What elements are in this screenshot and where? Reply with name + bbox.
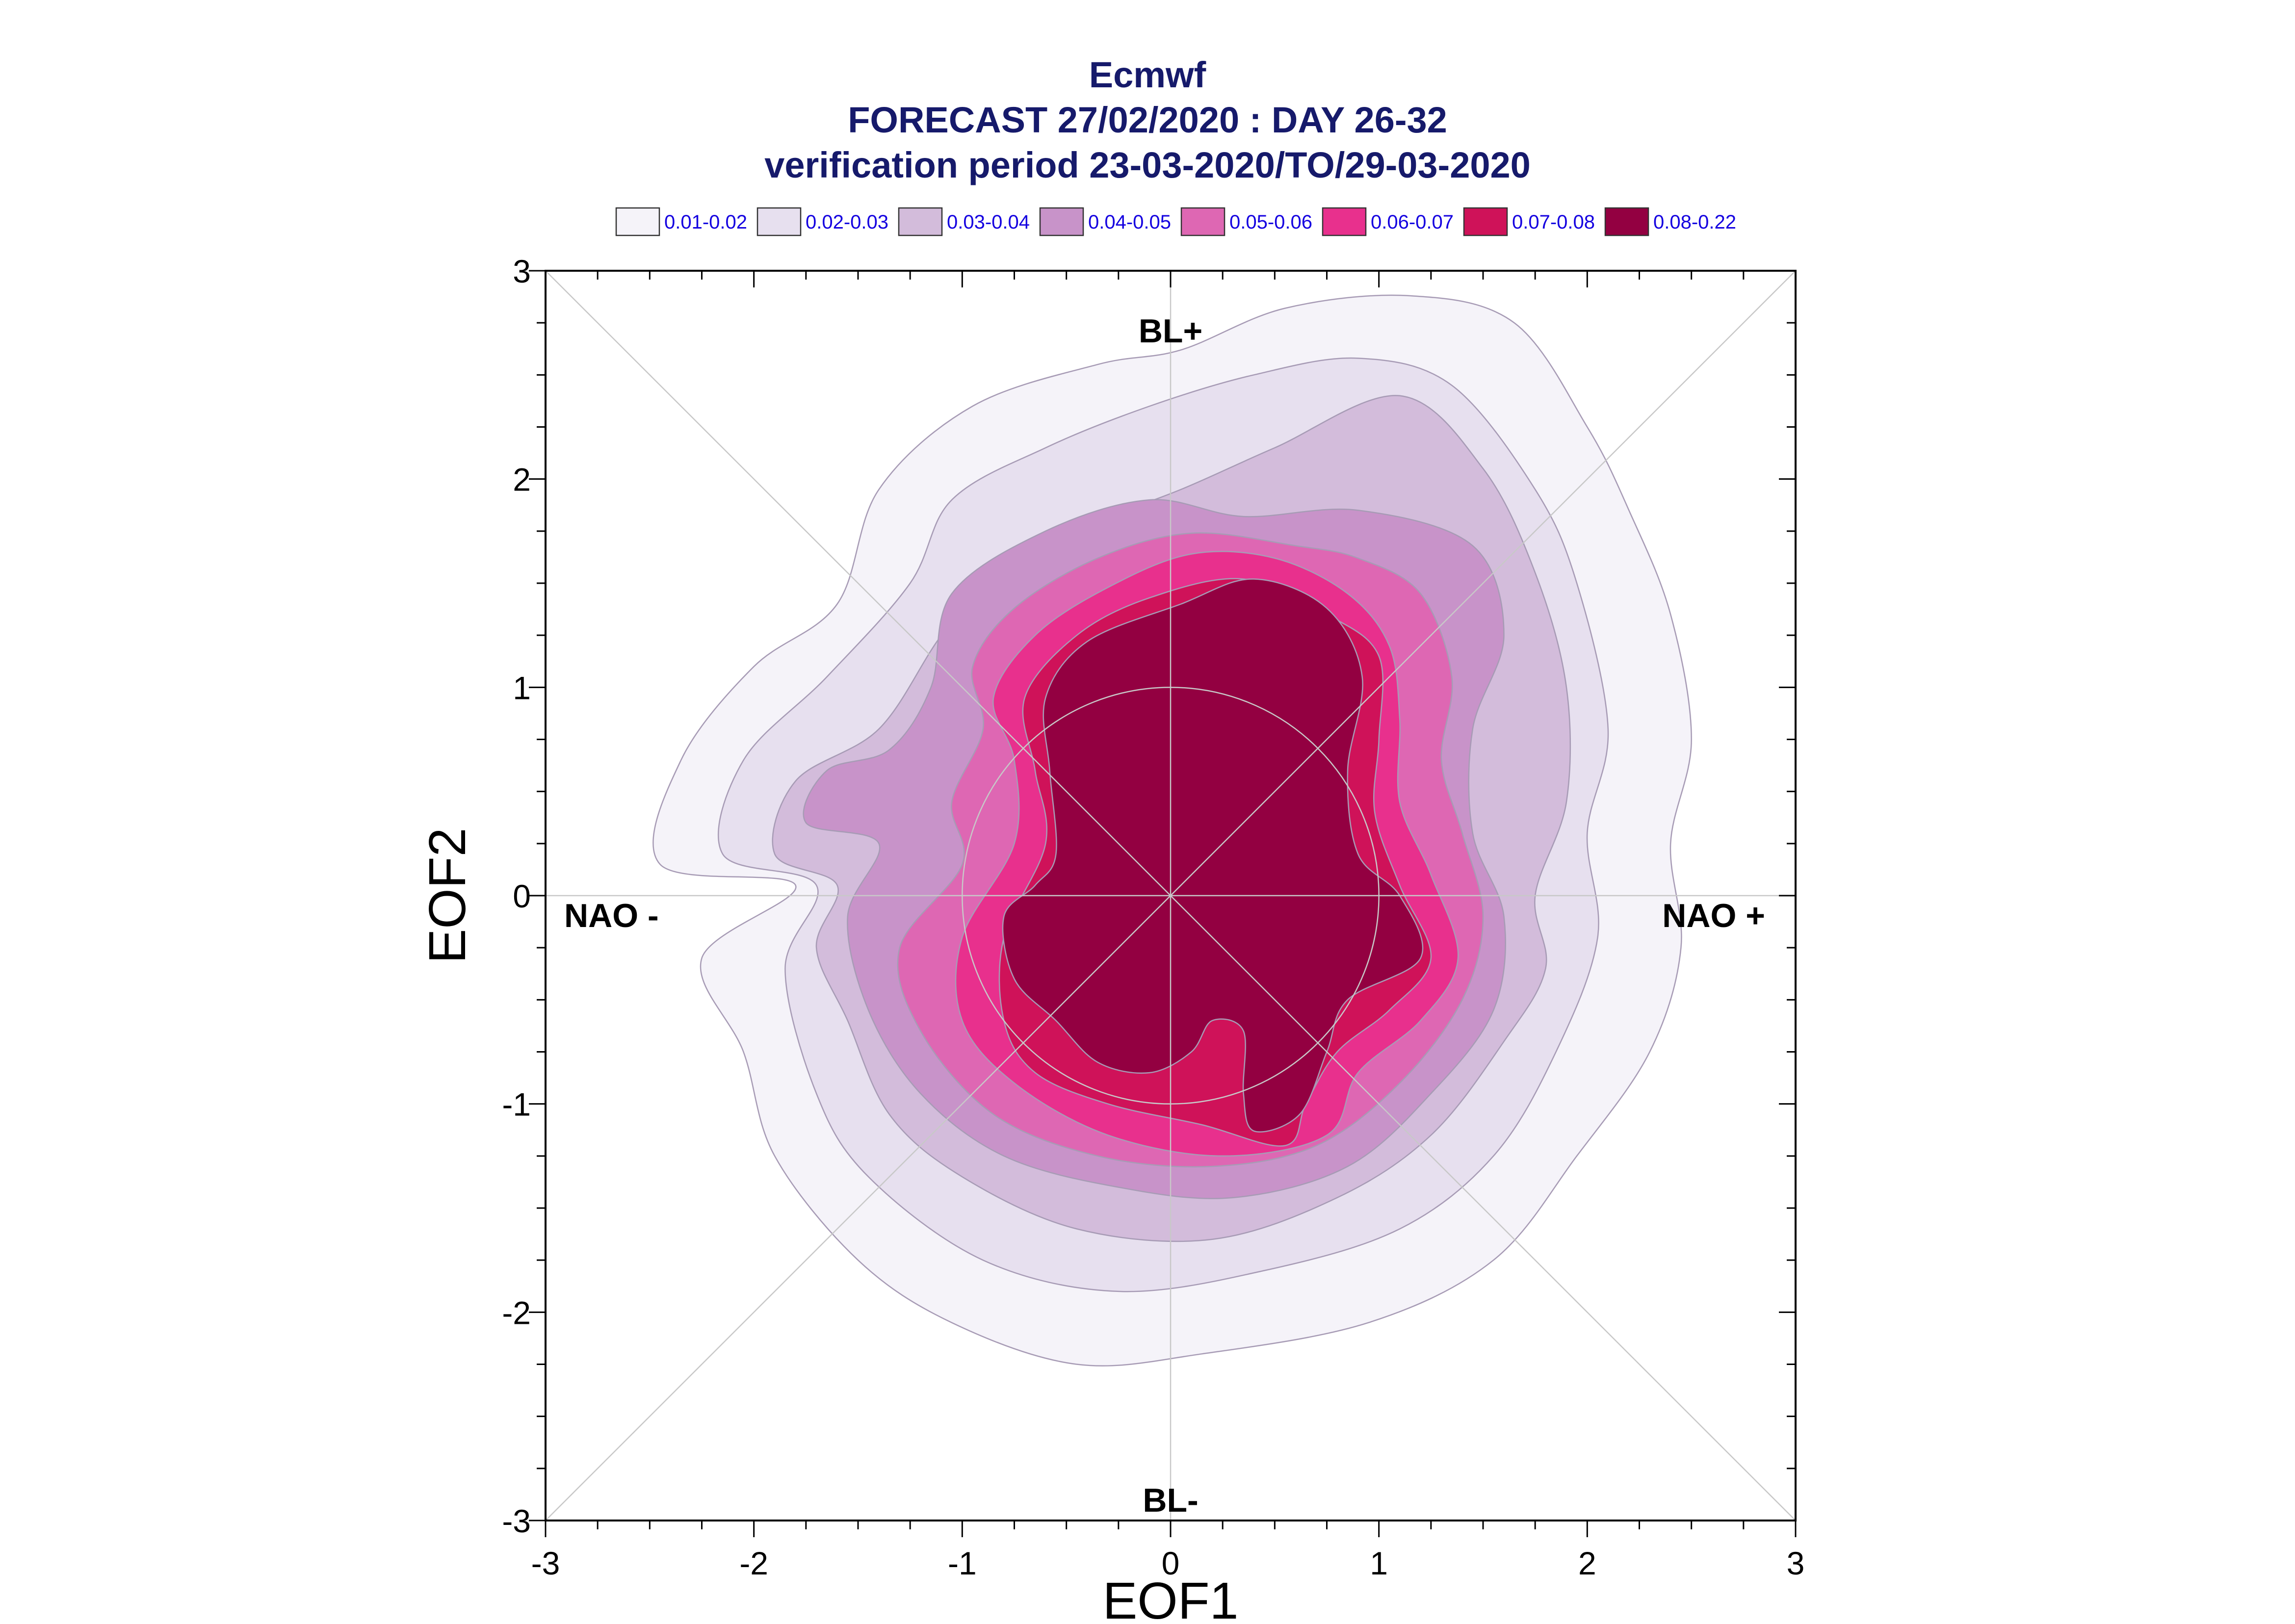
legend-item: 0.01-0.02: [615, 207, 747, 236]
legend-label: 0.03-0.04: [947, 211, 1030, 233]
x-tick-label: -3: [531, 1545, 560, 1581]
legend-label: 0.05-0.06: [1229, 211, 1312, 233]
legend-label: 0.06-0.07: [1371, 211, 1454, 233]
x-axis-title: EOF1: [1103, 1572, 1239, 1624]
x-tick-label: 1: [1370, 1545, 1388, 1581]
x-tick-label: 3: [1787, 1545, 1805, 1581]
y-tick-label: 3: [513, 253, 531, 289]
reference-lines: [545, 270, 1796, 1521]
y-tick-label: 0: [513, 878, 531, 914]
legend-swatch: [1180, 207, 1226, 236]
y-tick-label: 2: [513, 462, 531, 498]
legend-label: 0.04-0.05: [1088, 211, 1171, 233]
legend-swatch: [756, 207, 802, 236]
x-tick-label: 0: [1162, 1545, 1180, 1581]
legend-swatch: [898, 207, 943, 236]
y-tick-label: -3: [502, 1503, 531, 1539]
legend: 0.01-0.02 0.02-0.03 0.03-0.04 0.04-0.05 0.05…: [615, 207, 1736, 236]
legend-swatch: [1322, 207, 1367, 236]
x-tick-label: -2: [739, 1545, 768, 1581]
x-tick-label: -1: [948, 1545, 977, 1581]
legend-swatch: [1039, 207, 1084, 236]
legend-label: 0.08-0.22: [1653, 211, 1736, 233]
reference-line-diagonal-2: [545, 270, 1796, 1521]
title-line-2: FORECAST 27/02/2020 : DAY 26-32: [848, 100, 1447, 140]
legend-item: 0.04-0.05: [1039, 207, 1171, 236]
title-line-1: Ecmwf: [1089, 54, 1206, 95]
x-tick-label: 2: [1578, 1545, 1596, 1581]
legend-swatch: [1463, 207, 1508, 236]
reference-circle: [962, 687, 1380, 1105]
legend-item: 0.03-0.04: [898, 207, 1030, 236]
contour-fills: [652, 294, 1692, 1366]
axis-ticks: [529, 270, 1797, 1537]
legend-item: 0.05-0.06: [1180, 207, 1312, 236]
regime-label-right: NAO +: [1662, 897, 1765, 934]
legend-item: 0.07-0.08: [1463, 207, 1595, 236]
tick-labels: -3 -2 -1 0 1 2 3 -3 -2 -1 0 1 2 3: [502, 253, 1804, 1581]
title-line-3: verification period 23-03-2020/TO/29-03-…: [764, 145, 1531, 185]
regime-label-top: BL+: [1139, 312, 1202, 350]
legend-label: 0.01-0.02: [664, 211, 747, 233]
legend-swatch: [1604, 207, 1649, 236]
legend-label: 0.07-0.08: [1512, 211, 1595, 233]
y-tick-label: 1: [513, 670, 531, 706]
regime-label-bottom: BL-: [1143, 1482, 1198, 1519]
y-tick-label: -1: [502, 1086, 531, 1123]
legend-item: 0.08-0.22: [1604, 207, 1736, 236]
contour-0.08-0.22: [1002, 578, 1424, 1133]
regime-label-left: NAO -: [564, 897, 659, 934]
legend-item: 0.02-0.03: [756, 207, 888, 236]
y-tick-label: -2: [502, 1294, 531, 1331]
legend-item: 0.06-0.07: [1322, 207, 1454, 236]
chart-title: Ecmwf FORECAST 27/02/2020 : DAY 26-32 ve…: [764, 54, 1531, 185]
legend-label: 0.02-0.03: [806, 211, 888, 233]
legend-swatch: [615, 207, 660, 236]
y-axis-title: EOF2: [418, 828, 476, 964]
